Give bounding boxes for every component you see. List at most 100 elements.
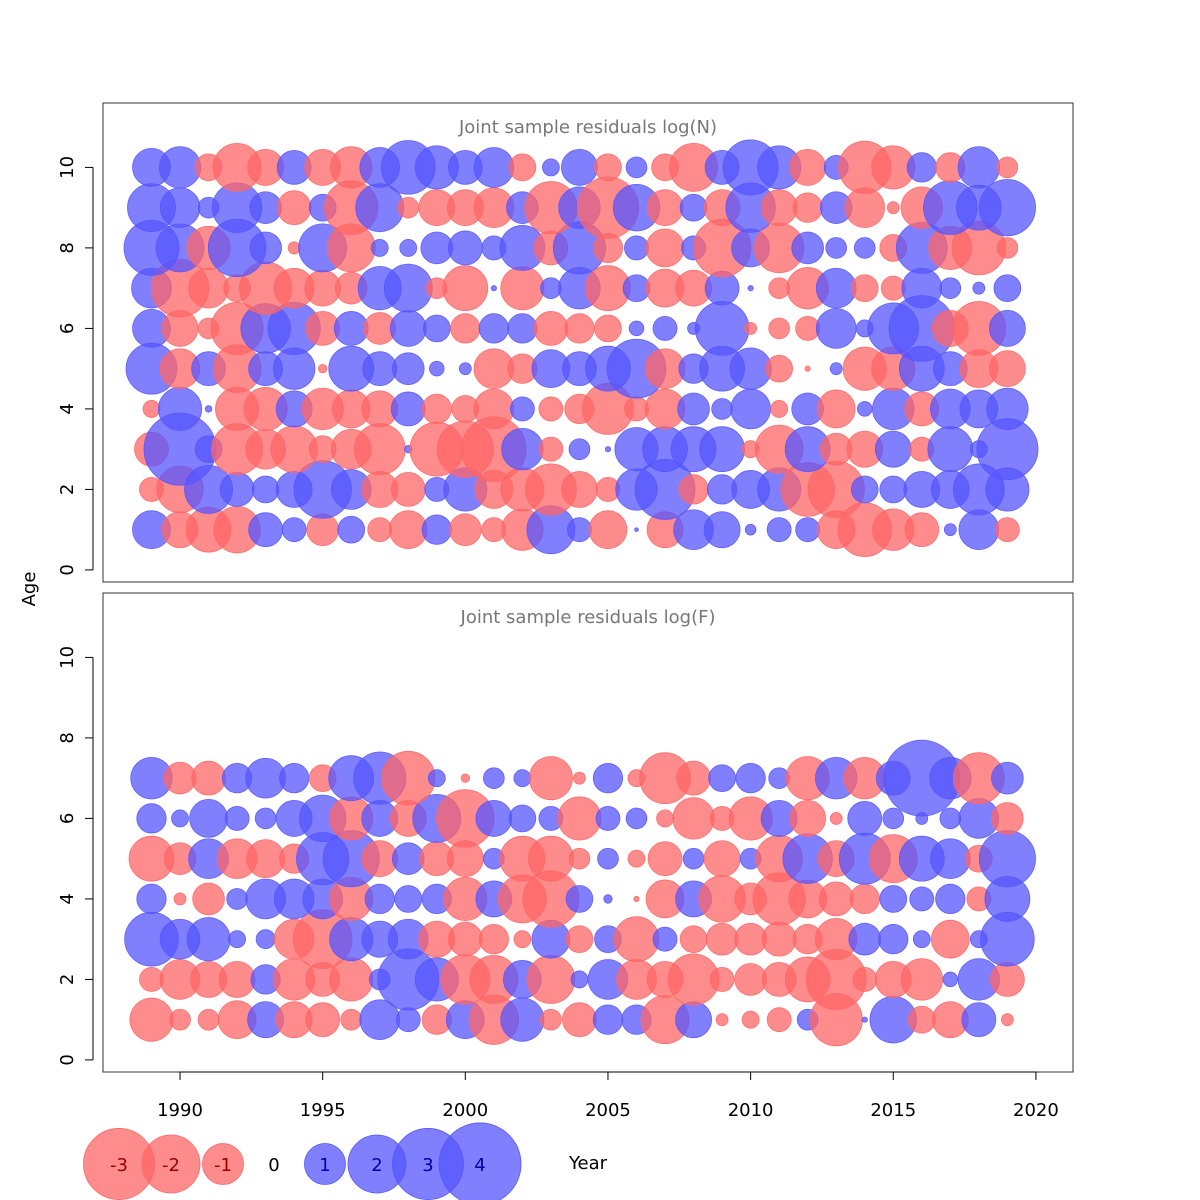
residual-bubble <box>136 883 167 915</box>
residual-bubble <box>853 237 876 259</box>
residual-bubble <box>761 921 797 957</box>
legend-bubble <box>141 1134 201 1194</box>
residual-bubble <box>729 347 772 390</box>
residual-bubble <box>829 362 843 376</box>
residual-bubble <box>490 285 497 292</box>
residual-bubble <box>383 263 433 313</box>
residual-bubble <box>509 396 535 422</box>
legend-item: 4 <box>438 1122 522 1200</box>
residual-bubble <box>993 274 1022 303</box>
residual-bubble <box>816 389 856 429</box>
y-tick-label: 6 <box>57 813 78 824</box>
residual-bubble <box>879 885 908 913</box>
residual-bubble <box>676 760 711 796</box>
y-tick-label: 8 <box>57 732 78 743</box>
residual-bubble <box>770 400 789 418</box>
residual-bubble <box>251 475 280 504</box>
legend-item: 2 <box>347 1134 407 1194</box>
y-tick-label: 4 <box>57 403 78 414</box>
legend-label: 3 <box>422 1155 433 1176</box>
residual-bubble <box>390 391 426 427</box>
legend-bubble <box>202 1143 244 1185</box>
residual-bubble <box>909 886 935 912</box>
y-tick-label: 2 <box>57 974 78 985</box>
residual-bubble <box>475 799 513 837</box>
residual-bubble <box>228 930 246 949</box>
y-tick-label: 2 <box>57 484 78 495</box>
panel-1: Joint sample residuals log(N) 0 2 4 6 8 10 <box>57 102 1074 583</box>
residual-bubble <box>171 809 189 828</box>
residual-bubble <box>422 314 451 343</box>
residual-bubble <box>625 156 648 179</box>
residual-bubble <box>473 388 515 430</box>
panel-2: Joint sample residuals log(F) 0 2 4 6 8 10 <box>57 592 1074 1073</box>
y-tick-label: 0 <box>57 564 78 575</box>
residual-bubble <box>935 883 966 915</box>
residual-bubble <box>852 966 878 992</box>
residual-bubble <box>1000 1013 1014 1027</box>
residual-bubble <box>538 396 564 422</box>
residual-bubble <box>792 192 823 223</box>
residual-bubble <box>677 392 710 426</box>
residual-bubble <box>281 517 307 543</box>
y-tick-label: 10 <box>57 156 78 179</box>
residual-bubble <box>540 1008 562 1031</box>
panel-title: Joint sample residuals log(F) <box>460 607 716 628</box>
residual-bubble <box>473 147 515 188</box>
residual-bubble <box>389 309 427 347</box>
residual-bubble <box>886 201 900 215</box>
residual-bubble <box>513 930 532 949</box>
residual-bubble <box>912 930 931 949</box>
residual-bubble <box>978 179 1036 237</box>
residual-bubble <box>279 763 310 794</box>
residual-bubble <box>421 393 452 425</box>
residual-bubble <box>730 388 771 430</box>
residual-bubble <box>747 285 754 292</box>
residual-bubble <box>613 916 660 963</box>
residual-bubble <box>394 885 423 913</box>
residual-bubble <box>856 401 873 417</box>
residual-bubble <box>652 315 678 341</box>
residual-bubble <box>255 929 276 950</box>
residual-bubble <box>478 313 509 344</box>
y-tick-label: 10 <box>57 646 78 669</box>
residual-bubble <box>741 1010 760 1029</box>
residual-bubble <box>191 760 226 796</box>
residual-bubble <box>795 517 821 543</box>
residual-bubble <box>996 237 1019 259</box>
residual-bubble <box>734 922 767 956</box>
residual-bubble <box>675 1001 712 1039</box>
residual-bubble <box>850 475 879 504</box>
residual-bubble <box>353 423 406 476</box>
residual-bubble <box>158 146 202 189</box>
residual-bubble <box>420 231 454 265</box>
residual-bubble <box>939 807 962 830</box>
residual-bubble <box>715 1013 729 1027</box>
residual-bubble <box>597 847 619 870</box>
residual-bubble <box>703 511 741 549</box>
residual-bubble <box>604 446 612 453</box>
residual-bubble <box>628 320 645 337</box>
legend-item: 1 <box>304 1143 346 1185</box>
residual-bubble <box>395 1007 421 1033</box>
residual-bubble <box>595 805 621 831</box>
residual-bubble <box>447 230 483 266</box>
residual-bubble <box>129 997 174 1042</box>
residual-bubble <box>791 231 824 265</box>
residual-bubble <box>460 773 470 783</box>
residual-bubble <box>142 400 161 418</box>
residual-bubble <box>766 1007 792 1033</box>
x-tick-label: 2020 <box>1013 1100 1059 1121</box>
residual-bubble <box>603 894 613 904</box>
residual-bubble <box>136 803 167 834</box>
x-tick-label: 2000 <box>442 1100 488 1121</box>
residual-bubble <box>540 277 562 299</box>
residual-bubble <box>318 364 328 374</box>
residual-bubble <box>768 317 790 340</box>
residual-bubble <box>197 1008 220 1031</box>
residual-bubble <box>625 807 648 830</box>
bubbles <box>123 139 1039 557</box>
residual-bubble <box>483 767 505 789</box>
residual-bubble <box>678 474 709 505</box>
